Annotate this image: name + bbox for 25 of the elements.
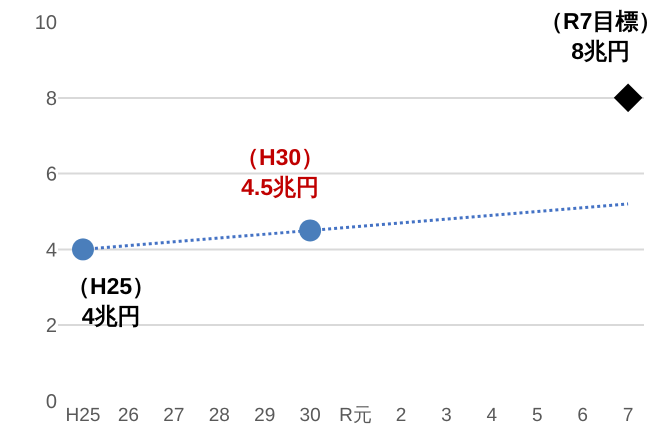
y-tick-label: 10 bbox=[34, 12, 57, 34]
point bbox=[72, 238, 94, 260]
x-tick-label: 5 bbox=[532, 405, 543, 426]
annotation: （R7目標） 8兆円 bbox=[540, 8, 656, 64]
x-tick-label: 26 bbox=[118, 405, 139, 426]
y-tick-label: 2 bbox=[46, 315, 57, 338]
x-tick-label: 4 bbox=[486, 405, 498, 426]
x-tick-label: 28 bbox=[208, 405, 230, 426]
annotation: （H30） 4.5兆円 bbox=[236, 144, 324, 200]
x-tick-label: 29 bbox=[254, 405, 276, 426]
x-tick-label: 7 bbox=[622, 405, 634, 426]
x-tick-label: 27 bbox=[163, 405, 184, 426]
x-tick-label: 6 bbox=[577, 405, 588, 426]
x-tick-label: R元 bbox=[339, 405, 372, 426]
point bbox=[614, 84, 642, 112]
y-tick-label: 0 bbox=[46, 391, 57, 413]
y-tick-label: 4 bbox=[46, 239, 57, 262]
x-tick-label: H25 bbox=[66, 405, 100, 426]
x-tick-label: 3 bbox=[441, 405, 452, 426]
annotation: （H25） 4兆円 bbox=[67, 273, 156, 329]
x-tick-label: 2 bbox=[396, 405, 406, 426]
point bbox=[299, 219, 322, 242]
x-tick-label: 30 bbox=[300, 405, 321, 426]
y-tick-label: 6 bbox=[46, 164, 57, 186]
y-tick-label: 8 bbox=[46, 88, 57, 110]
